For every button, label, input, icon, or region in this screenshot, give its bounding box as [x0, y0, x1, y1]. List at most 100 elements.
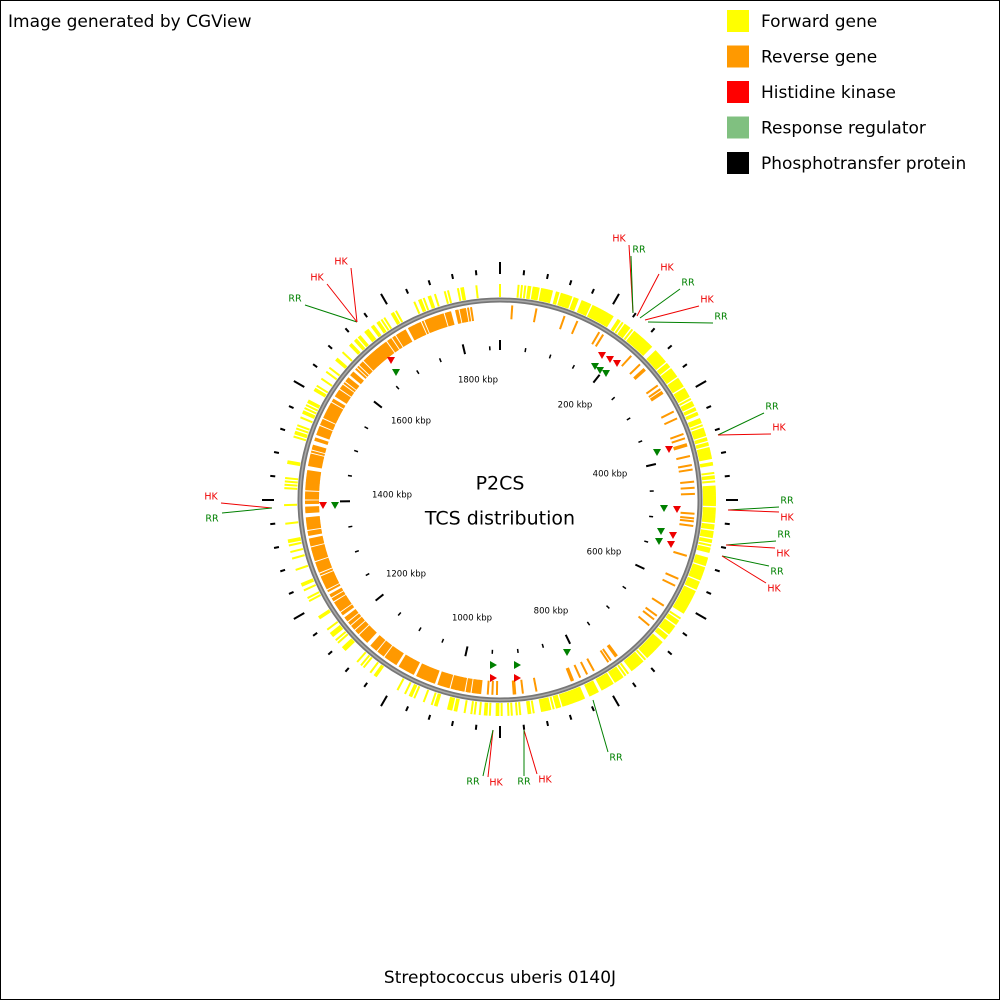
forward-gene [683, 585, 696, 593]
reverse-gene [370, 353, 382, 365]
reverse-gene [307, 470, 322, 475]
forward-gene [683, 408, 697, 416]
forward-gene [602, 674, 611, 687]
forward-gene [618, 324, 628, 337]
outer-tick [714, 427, 721, 432]
reverse-gene [466, 307, 472, 322]
forward-gene [605, 672, 614, 685]
rings [262, 262, 738, 738]
reverse-gene [323, 576, 337, 584]
forward-gene [598, 676, 607, 689]
forward-gene [301, 579, 315, 587]
forward-gene [671, 384, 684, 394]
reverse-gene [316, 431, 331, 439]
reverse-gene [454, 309, 461, 324]
forward-gene [578, 686, 586, 700]
forward-gene [676, 393, 689, 402]
forward-gene [576, 687, 584, 700]
forward-gene [665, 374, 678, 385]
reverse-gene [420, 665, 428, 679]
outer-tick [591, 706, 595, 712]
reverse-gene [320, 570, 335, 579]
forward-gene [634, 338, 645, 350]
reverse-gene [450, 675, 456, 690]
reverse-gene [662, 578, 676, 587]
forward-gene [699, 533, 713, 539]
forward-gene [532, 286, 537, 300]
reverse-gene [364, 630, 376, 642]
reverse-gene [471, 679, 476, 694]
reverse-gene [378, 346, 389, 359]
leader-line [350, 267, 358, 323]
forward-gene [422, 297, 430, 311]
reverse-gene [373, 637, 385, 650]
reverse-gene [324, 413, 338, 422]
forward-gene [677, 395, 690, 404]
forward-gene [555, 694, 562, 708]
forward-gene [573, 688, 581, 702]
forward-gene [642, 642, 654, 654]
reverse-gene [680, 486, 695, 490]
scale-tick [638, 440, 643, 443]
reverse-gene [671, 437, 686, 444]
forward-gene [599, 675, 608, 689]
feature-label: HK [612, 234, 626, 245]
forward-gene [341, 351, 353, 362]
scale-tick [622, 585, 627, 590]
reverse-gene [580, 661, 589, 675]
forward-gene [554, 695, 560, 709]
reverse-gene [305, 491, 320, 494]
forward-gene [316, 384, 329, 394]
forward-gene [628, 655, 639, 668]
forward-gene [572, 298, 579, 312]
reverse-gene [324, 578, 338, 587]
reverse-gene [307, 463, 323, 469]
forward-gene [596, 677, 605, 690]
scale-tick [626, 417, 631, 421]
reverse-gene [468, 678, 473, 693]
forward-gene [404, 681, 412, 695]
forward-gene [461, 287, 467, 301]
forward-gene [610, 669, 620, 682]
forward-gene [660, 622, 673, 632]
legend-swatch [727, 81, 749, 103]
reverse-gene [323, 414, 338, 423]
scale-tick [571, 364, 576, 370]
scale-label: 1400 kbp [372, 491, 412, 501]
forward-gene [307, 399, 321, 408]
forward-gene [660, 368, 673, 378]
reverse-gene [343, 382, 356, 393]
forward-gene [330, 626, 343, 636]
leader-line [727, 509, 780, 513]
outer-tick [474, 724, 478, 730]
feature-marker [602, 370, 610, 377]
scale-tick [395, 385, 400, 390]
forward-gene [360, 654, 371, 666]
reverse-gene [678, 468, 693, 473]
leader-line [636, 273, 660, 317]
outer-tick [474, 270, 478, 276]
reverse-gene [339, 387, 353, 397]
forward-gene [694, 437, 708, 443]
reverse-gene [437, 314, 444, 329]
forward-gene [614, 321, 624, 334]
forward-gene [699, 461, 713, 467]
forward-gene [661, 621, 674, 631]
reverse-gene [413, 324, 422, 338]
forward-gene [640, 645, 652, 656]
forward-gene [614, 666, 624, 679]
forward-gene [701, 519, 715, 524]
forward-gene [669, 610, 682, 620]
forward-gene [519, 285, 524, 299]
forward-gene [584, 303, 592, 317]
forward-gene [552, 695, 558, 709]
reverse-gene [449, 311, 455, 326]
reverse-gene [316, 560, 331, 567]
feature-marker [514, 661, 521, 669]
forward-gene [287, 461, 301, 467]
forward-gene [430, 692, 437, 706]
forward-gene [579, 301, 587, 315]
forward-gene [294, 432, 308, 439]
forward-gene [589, 306, 598, 319]
backbone-highlight [299, 299, 701, 701]
